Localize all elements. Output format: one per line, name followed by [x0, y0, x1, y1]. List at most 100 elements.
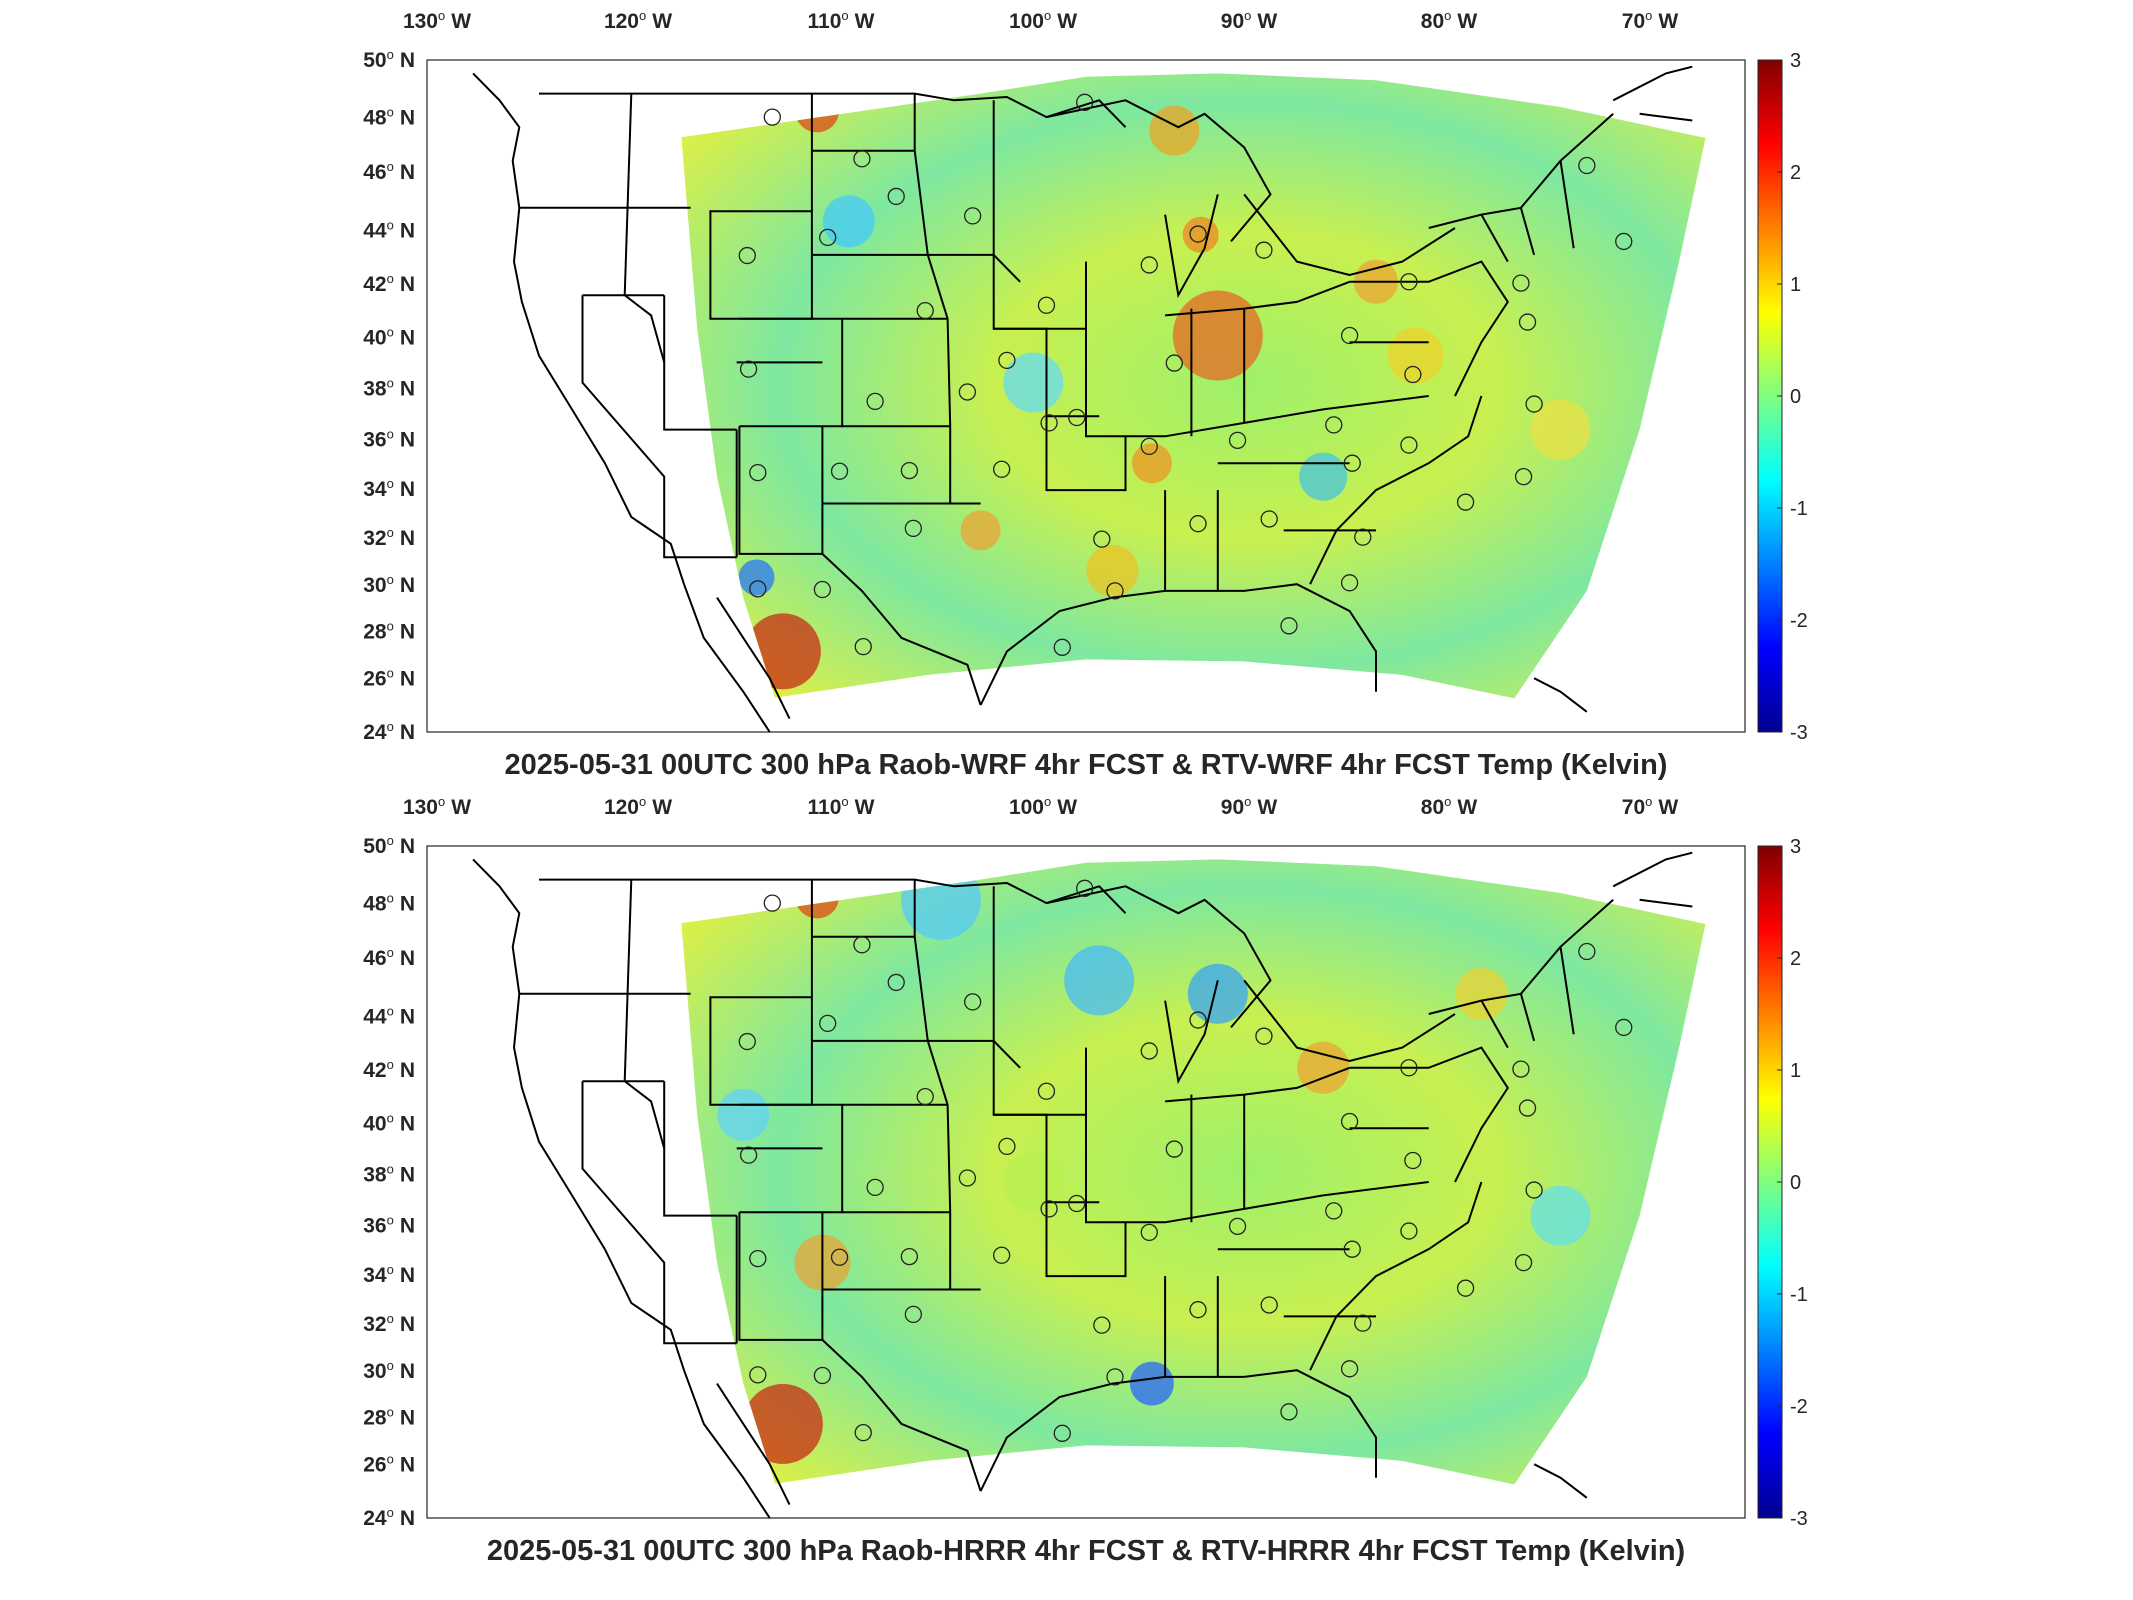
degree-mark: o	[1444, 8, 1451, 23]
raob-station-marker	[1578, 156, 1596, 175]
lat-tick-label: 34o N	[363, 476, 415, 501]
boundary-line	[663, 295, 737, 431]
raob-station-marker	[854, 638, 872, 656]
anomaly-patch	[960, 510, 1001, 551]
raob-station-marker	[854, 1424, 872, 1442]
degree-mark: o	[1244, 8, 1251, 23]
degree-mark: o	[387, 833, 394, 848]
raob-station-marker	[1325, 416, 1343, 434]
raob-station-marker	[1280, 617, 1298, 635]
raob-station-marker	[749, 463, 767, 482]
raob-station-marker	[1325, 1202, 1343, 1220]
raob-station-marker	[1514, 467, 1533, 486]
raob-station-marker	[763, 108, 781, 126]
colorbar-tick-label: 3	[1790, 50, 1801, 72]
degree-mark: o	[841, 8, 848, 23]
raob-station-marker	[1280, 1403, 1298, 1421]
boundary-line	[1480, 1000, 1509, 1049]
anomaly-patch	[717, 1088, 770, 1141]
lat-tick-label: 46o N	[363, 945, 415, 970]
degree-mark: o	[387, 666, 394, 681]
degree-mark: o	[387, 159, 394, 174]
boundary-line	[1519, 207, 1536, 256]
lon-tick-label: 80o W	[1421, 8, 1478, 33]
raob-station-marker	[1404, 1151, 1422, 1170]
raob-station-marker	[813, 1366, 832, 1385]
raob-station-marker	[1140, 1042, 1158, 1060]
raob-station-marker	[964, 207, 982, 225]
degree-mark: o	[387, 1057, 394, 1072]
degree-mark: o	[387, 476, 394, 491]
raob-station-marker	[1106, 1368, 1124, 1386]
boundary-line	[1309, 1181, 1483, 1371]
degree-mark: o	[387, 1358, 394, 1373]
raob-station-marker	[1076, 93, 1094, 111]
raob-station-marker	[749, 1366, 767, 1384]
raob-station-marker	[958, 383, 977, 401]
map-panel-1: 130o W 120o W 110o W 100o W 90o W 80o W 70o W 50o N 48o N…	[363, 8, 1808, 781]
raob-station-marker	[1404, 365, 1422, 384]
lat-tick-label: 24o N	[363, 1505, 415, 1530]
anomaly-patch	[738, 559, 775, 596]
state-boundaries	[472, 65, 1693, 733]
anomaly-patch	[1149, 105, 1200, 156]
colorbar-tick-label: -2	[1790, 610, 1808, 632]
boundary-line	[1480, 214, 1509, 263]
raob-station-marker	[1512, 1060, 1530, 1078]
raob-station-marker	[1189, 225, 1207, 243]
temperature-difference-field	[681, 73, 1706, 699]
degree-mark: o	[1044, 794, 1051, 809]
raob-station-marker	[853, 936, 871, 954]
boundary-line	[1085, 261, 1429, 438]
colorbar-tick-label: 0	[1790, 1172, 1801, 1194]
boundary-line	[1533, 1463, 1588, 1499]
raob-station-marker	[1093, 530, 1111, 548]
boundary-line	[1165, 1066, 1350, 1103]
degree-mark: o	[387, 1110, 394, 1125]
degree-mark: o	[387, 1452, 394, 1467]
raob-station-marker	[900, 1247, 919, 1266]
boundary-line	[739, 317, 844, 428]
degree-mark: o	[387, 1262, 394, 1277]
lat-tick-label: 36o N	[363, 1213, 415, 1238]
raob-station-marker	[1068, 408, 1086, 427]
raob-station-marker	[1525, 395, 1543, 413]
raob-station-marker	[1456, 1279, 1475, 1297]
degree-mark: o	[438, 8, 445, 23]
raob-station-marker	[887, 187, 905, 206]
lon-tick-label: 70o W	[1622, 8, 1679, 33]
raob-station-marker	[1189, 515, 1207, 533]
raob-station-marker	[1400, 1059, 1418, 1077]
degree-mark: o	[387, 1505, 394, 1520]
boundary-line	[1639, 898, 1693, 908]
raob-station-marker	[916, 1088, 934, 1106]
raob-station-marker	[1512, 274, 1530, 292]
colorbar-tick-label: 2	[1790, 948, 1801, 970]
degree-mark: o	[387, 105, 394, 120]
raob-station-marker	[1615, 1018, 1633, 1037]
raob-station-marker	[1140, 1223, 1158, 1242]
raob-station-marker	[830, 462, 849, 480]
colorbar-tick-label: 1	[1790, 274, 1801, 296]
boundary-line	[1164, 980, 1219, 1085]
raob-station-marker	[1165, 1140, 1183, 1158]
map-panel-2: 130o W 120o W 110o W 100o W 90o W 80o W 70o W 50o N 48o N…	[363, 794, 1808, 1567]
raob-station-marker	[749, 580, 767, 598]
degree-mark: o	[387, 218, 394, 233]
lat-tick-label: 42o N	[363, 271, 415, 296]
raob-station-marker	[1340, 1360, 1359, 1378]
raob-station-marker	[1343, 454, 1361, 472]
anomaly-patch	[1131, 443, 1172, 484]
lat-tick-label: 44o N	[363, 1004, 415, 1029]
raob-station-marker	[998, 1137, 1016, 1156]
raob-station-marker	[739, 360, 758, 378]
degree-mark: o	[841, 794, 848, 809]
raob-station-marker	[739, 1146, 758, 1164]
anomaly-patch	[1530, 1185, 1591, 1246]
lon-tick-label: 120o W	[604, 794, 672, 819]
raob-station-marker	[1400, 273, 1418, 291]
lat-tick-label: 36o N	[363, 427, 415, 452]
raob-station-marker	[1615, 232, 1633, 251]
colorbar-tick-label: 0	[1790, 386, 1801, 408]
boundary-line	[623, 879, 666, 1149]
